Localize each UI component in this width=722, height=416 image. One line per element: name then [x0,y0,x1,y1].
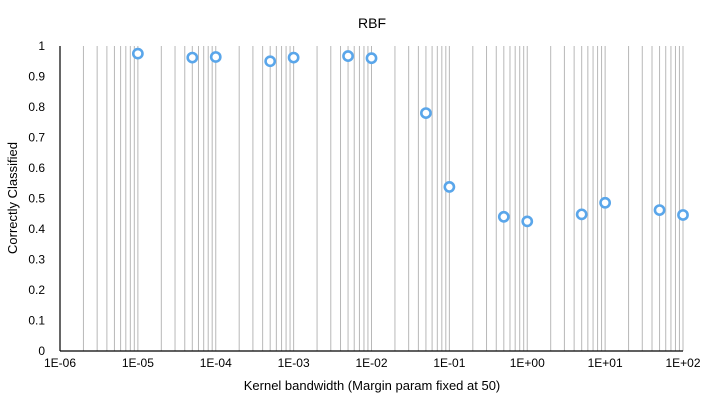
y-tick-label: 1 [38,39,45,53]
y-tick-label: 0.2 [28,283,45,297]
y-tick-label: 0.7 [28,131,45,145]
x-tick-label: 1E+00 [510,356,545,370]
y-tick-label: 0.1 [28,314,45,328]
chart-title: RBF [358,15,386,31]
data-point [599,196,612,209]
x-tick-label: 1E-03 [278,356,310,370]
data-point [365,52,378,65]
data-point [653,204,666,216]
data-point [575,208,588,221]
data-point [287,51,300,64]
data-point [497,210,510,223]
gridlines [59,46,684,351]
data-point [420,107,432,119]
data-point [342,50,354,62]
y-tick-label: 0.5 [28,192,45,206]
x-tick-label: 1E-02 [355,356,387,370]
data-point [677,209,689,221]
data-point [521,215,534,228]
y-tick-label: 0.9 [28,70,45,84]
x-tick-label: 1E-05 [122,356,154,370]
x-axis-label: Kernel bandwidth (Margin param fixed at … [244,378,501,393]
y-tick-label: 0 [38,344,45,358]
data-point [443,181,456,193]
y-tick-label: 0.4 [28,222,45,236]
data-point [209,51,222,63]
data-point [131,47,144,60]
data-points [131,47,689,228]
tick-labels: 1E-06 1E-05 1E-04 1E-03 1E-02 1E-01 1E+00 1E+01… [28,39,701,370]
y-tick-label: 0.6 [28,161,45,175]
x-tick-label: 1E-01 [433,356,465,370]
axes [59,46,683,352]
x-tick-label: 1E+02 [665,356,700,370]
data-point [264,55,277,68]
x-tick-label: 1E-04 [200,356,232,370]
y-axis-label: Correctly Classified [5,142,20,254]
x-tick-label: 1E-06 [44,356,76,370]
data-point [186,51,199,64]
x-tick-label: 1E+01 [588,356,623,370]
y-tick-label: 0.3 [28,253,45,267]
y-tick-label: 0.8 [28,100,45,114]
